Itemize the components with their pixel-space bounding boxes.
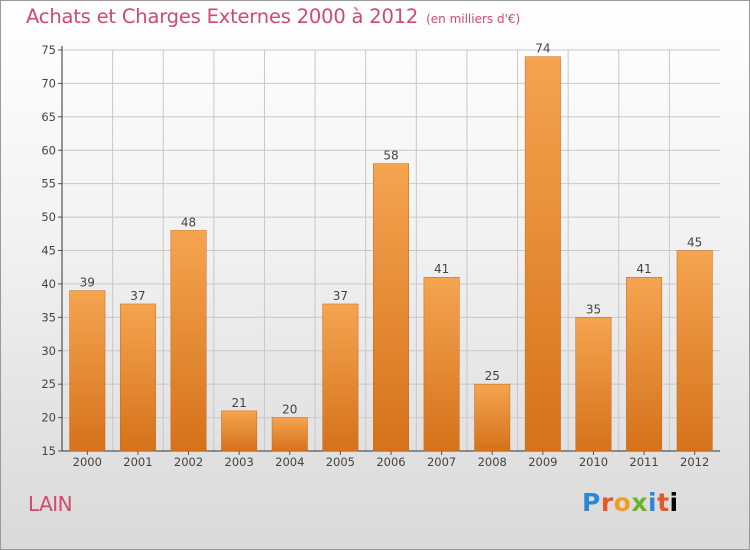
bar-2010 <box>575 317 612 452</box>
data-label-2004: 20 <box>282 403 297 417</box>
bar-2001 <box>119 303 156 452</box>
x-tick-label: 2005 <box>326 455 355 469</box>
bar-2008 <box>474 383 511 452</box>
x-tick-label: 2009 <box>528 455 557 469</box>
y-tick-label: 70 <box>41 76 56 90</box>
y-tick-label: 25 <box>41 377 56 391</box>
data-labels: 39 37 48 21 20 37 58 41 25 74 35 41 45 <box>80 42 703 417</box>
x-tick-label: 2008 <box>478 455 507 469</box>
y-tick-label: 50 <box>41 210 56 224</box>
bar-2012 <box>676 250 713 452</box>
y-tick-label: 45 <box>41 244 56 258</box>
bar-2000 <box>69 290 106 452</box>
bar-2006 <box>373 163 409 452</box>
chart-title: Achats et Charges Externes 2000 à 2012 (e… <box>26 5 520 28</box>
x-tick-label: 2012 <box>680 455 709 469</box>
x-tick-label: 2000 <box>73 455 102 469</box>
chart-title-unit: (en milliers d'€) <box>426 12 521 26</box>
bar-2004 <box>271 417 308 452</box>
y-tick-label: 55 <box>41 177 56 191</box>
data-label-2007: 41 <box>434 262 449 276</box>
bar-2007 <box>423 276 460 452</box>
commune-name: LAIN <box>28 492 73 516</box>
y-tick-label: 75 <box>41 43 56 57</box>
y-tick-label: 60 <box>41 143 56 157</box>
data-label-2006: 58 <box>383 149 398 163</box>
data-label-2008: 25 <box>485 369 500 383</box>
y-tick-label: 20 <box>41 411 56 425</box>
bars <box>69 56 713 452</box>
y-tick-label: 35 <box>41 310 56 324</box>
x-tick-label: 2001 <box>123 455 152 469</box>
bar-2002 <box>170 230 207 452</box>
y-tick-label: 65 <box>41 110 56 124</box>
y-tick-label: 30 <box>41 344 56 358</box>
data-label-2010: 35 <box>586 302 601 316</box>
bar-2005 <box>322 303 359 452</box>
data-label-2011: 41 <box>636 262 651 276</box>
data-label-2003: 21 <box>232 396 247 410</box>
data-label-2002: 48 <box>181 215 196 229</box>
x-tick-label: 2010 <box>579 455 608 469</box>
x-tick-label: 2004 <box>275 455 304 469</box>
data-label-2005: 37 <box>333 289 348 303</box>
x-tick-label: 2003 <box>225 455 254 469</box>
data-label-2001: 37 <box>130 289 145 303</box>
x-tick-label: 2006 <box>376 455 405 469</box>
data-label-2000: 39 <box>80 276 95 290</box>
x-tick-label: 2002 <box>174 455 203 469</box>
chart-title-main: Achats et Charges Externes 2000 à 2012 <box>26 5 419 28</box>
bar-2009 <box>524 56 561 452</box>
proxiti-logo: Proxiti <box>582 488 679 517</box>
data-label-2012: 45 <box>687 236 702 250</box>
y-tick-label: 15 <box>41 444 56 458</box>
bar-2011 <box>626 276 663 452</box>
y-tick-label: 40 <box>41 277 56 291</box>
x-tick-label: 2007 <box>427 455 456 469</box>
data-label-2009: 74 <box>535 42 550 56</box>
bar-2003 <box>221 410 258 452</box>
x-tick-label: 2011 <box>629 455 658 469</box>
